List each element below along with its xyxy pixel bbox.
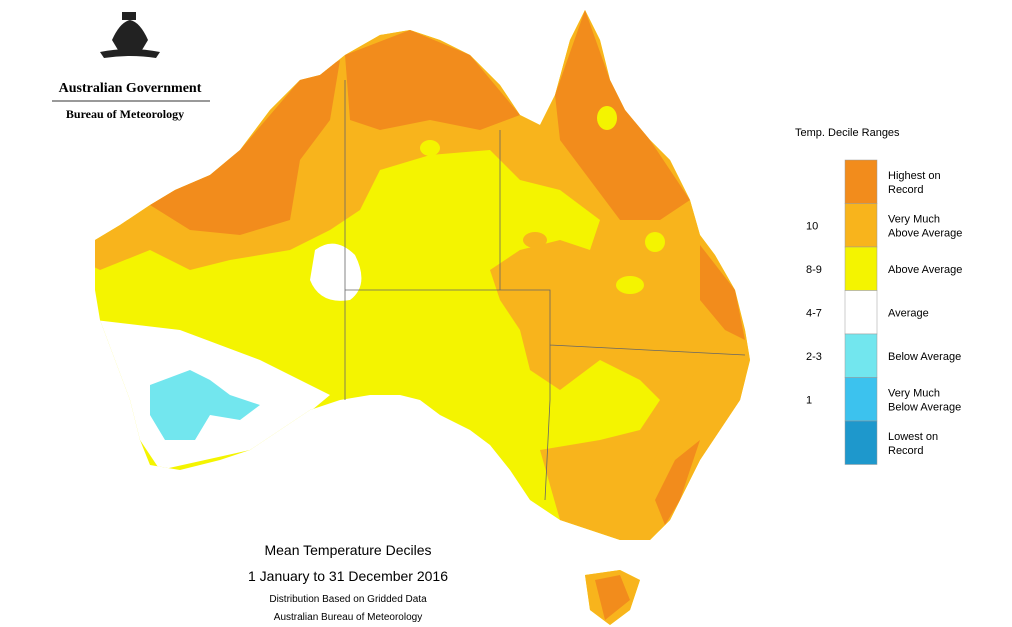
legend-title: Temp. Decile Ranges [795, 127, 900, 139]
legend-label: Above Average [888, 264, 962, 276]
region [616, 276, 644, 294]
legend-label: Average [888, 307, 929, 319]
caption-source: Australian Bureau of Meteorology [274, 612, 422, 623]
header-subtitle: Bureau of Meteorology [66, 107, 184, 121]
region [555, 10, 690, 220]
legend-decile: 2-3 [806, 351, 822, 363]
legend-label: Below Average [888, 351, 961, 363]
legend-label: Lowest on [888, 431, 938, 443]
region [345, 30, 520, 130]
legend-swatch [844, 203, 878, 248]
legend-label: Record [888, 445, 923, 457]
legend-swatch [844, 377, 878, 422]
caption-period: 1 January to 31 December 2016 [248, 568, 448, 584]
legend-swatch [844, 290, 878, 335]
region [595, 575, 630, 620]
region [655, 440, 700, 525]
region [597, 106, 617, 130]
legend-decile: 10 [806, 220, 818, 232]
region [645, 232, 665, 252]
region [310, 243, 362, 301]
crest [100, 12, 160, 58]
legend-decile: 8-9 [806, 264, 822, 276]
region [420, 140, 440, 156]
legend-label: Very Much [888, 213, 940, 225]
legend-swatch [844, 333, 878, 378]
legend: Temp. Decile Ranges Highest on Record Very… [795, 127, 962, 465]
legend-swatch [844, 420, 878, 465]
region [150, 60, 340, 235]
legend-label: Highest on [888, 170, 941, 182]
legend-decile: 4-7 [806, 307, 822, 319]
region [150, 370, 260, 440]
legend-label: Below Average [888, 401, 961, 413]
legend-label: Very Much [888, 387, 940, 399]
legend-swatch [844, 159, 878, 204]
state-borders [344, 80, 746, 501]
legend-label: Above Average [888, 227, 962, 239]
region [523, 232, 547, 248]
header-title: Australian Government [59, 81, 202, 96]
legend-decile: 1 [806, 394, 812, 406]
caption-title: Mean Temperature Deciles [264, 542, 431, 558]
caption-note: Distribution Based on Gridded Data [269, 594, 427, 605]
region [700, 245, 745, 340]
legend-label: Record [888, 184, 923, 196]
legend-swatch [844, 246, 878, 291]
